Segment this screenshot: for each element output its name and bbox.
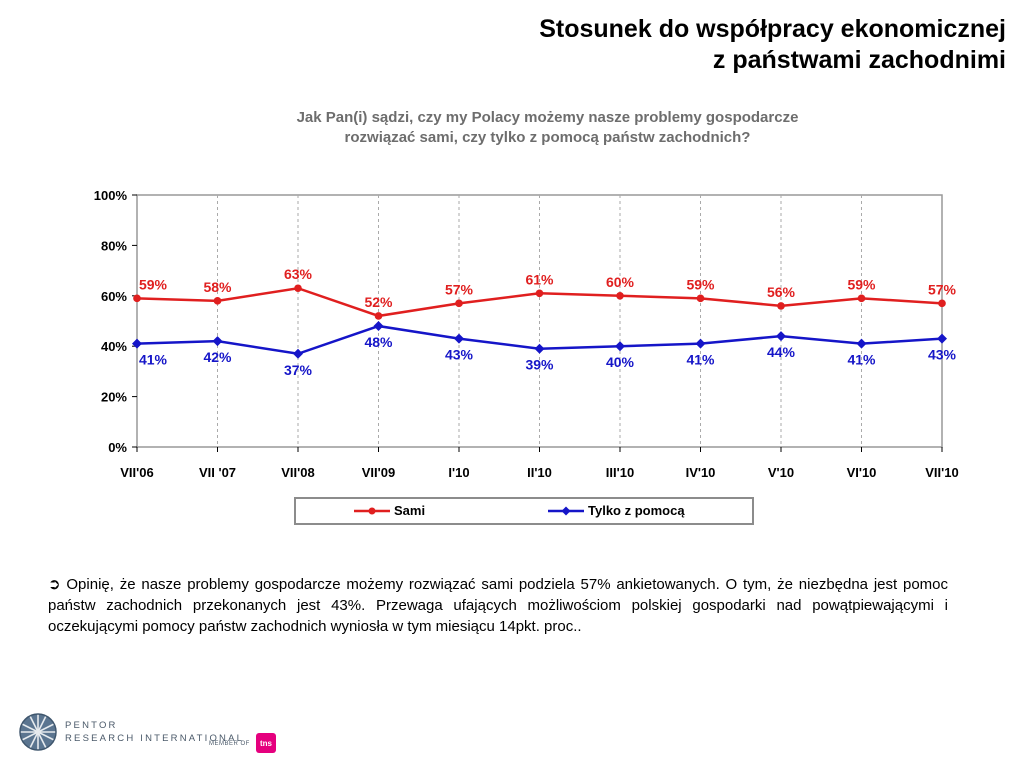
data-label: 41%: [686, 352, 715, 368]
data-label: 41%: [139, 352, 168, 368]
data-point: [454, 333, 464, 344]
legend-label-sami: Sami: [394, 503, 426, 518]
commentary-text: Opinię, że nasze problemy gospodarcze mo…: [48, 576, 948, 635]
data-point: [293, 348, 303, 359]
member-of-label: MEMBER OF: [209, 741, 250, 747]
pentor-globe-logo-icon: [19, 713, 57, 751]
data-label: 57%: [445, 281, 474, 297]
data-point: [213, 297, 222, 305]
legend-label-tylko-z-pomoca: Tylko z pomocą: [588, 503, 685, 518]
x-tick-label: VII'08: [281, 465, 314, 480]
data-point: [695, 338, 706, 349]
data-label: 48%: [364, 334, 393, 350]
data-point: [374, 312, 383, 320]
x-tick-label: VII '07: [199, 465, 236, 480]
data-label: 39%: [525, 357, 554, 373]
data-point: [534, 343, 545, 354]
chart-legend: Sami Tylko z pomocą: [294, 497, 754, 525]
data-point: [696, 294, 705, 303]
data-point: [937, 333, 947, 344]
data-label: 43%: [445, 347, 474, 363]
title-line-1: Stosunek do współpracy ekonomicznej: [539, 15, 1006, 43]
data-label: 63%: [284, 266, 313, 282]
survey-question: Jak Pan(i) sądzi, czy my Polacy możemy n…: [230, 108, 865, 148]
legend-marker-sami: [354, 507, 390, 514]
data-label: 37%: [284, 362, 313, 378]
data-label: 61%: [525, 271, 554, 287]
data-point: [133, 294, 141, 303]
x-tick-label: III'10: [606, 465, 634, 480]
data-label: 59%: [139, 276, 168, 292]
title-line-2: z państwami zachodnimi: [712, 46, 1006, 74]
x-tick-label: VII'06: [120, 465, 153, 480]
data-point: [776, 331, 786, 342]
data-label: 59%: [847, 276, 876, 292]
x-tick-label: II'10: [527, 465, 552, 480]
commentary-paragraph: ➲ Opinię, że nasze problemy gospodarcze …: [48, 574, 948, 637]
data-label: 60%: [606, 274, 635, 290]
legend-item-sami: Sami: [354, 503, 425, 518]
arrow-icon: ➲: [48, 576, 61, 593]
question-line-1: Jak Pan(i) sądzi, czy my Polacy możemy n…: [296, 109, 799, 126]
y-tick-label: 60%: [101, 289, 127, 304]
data-point: [857, 294, 866, 303]
data-point: [455, 299, 463, 308]
data-point: [616, 292, 624, 300]
y-tick-label: 0%: [108, 440, 127, 455]
data-point: [294, 284, 302, 293]
y-tick-label: 40%: [101, 339, 127, 354]
tns-logo: tns: [256, 733, 276, 753]
question-line-2: rozwiązać sami, czy tylko z pomocą państ…: [344, 129, 751, 146]
data-label: 41%: [847, 352, 876, 368]
data-point: [856, 338, 867, 349]
y-tick-label: 20%: [101, 390, 127, 405]
data-label: 52%: [364, 294, 393, 310]
x-tick-label: IV'10: [686, 465, 716, 480]
data-label: 57%: [928, 281, 957, 297]
data-label: 42%: [203, 349, 232, 365]
data-point: [132, 338, 142, 349]
data-label: 59%: [686, 276, 715, 292]
brand-line-2: RESEARCH INTERNATIONAL: [65, 733, 245, 744]
y-tick-label: 100%: [94, 188, 128, 203]
data-label: 40%: [606, 354, 635, 370]
data-label: 56%: [767, 284, 796, 300]
data-point: [938, 299, 946, 308]
x-tick-label: VI'10: [847, 465, 877, 480]
x-tick-label: V'10: [768, 465, 794, 480]
brand-name: PENTOR RESEARCH INTERNATIONAL: [65, 719, 244, 745]
data-label: 44%: [767, 344, 796, 360]
data-point: [615, 341, 625, 352]
data-point: [212, 336, 223, 347]
y-tick-label: 80%: [101, 238, 127, 253]
data-point: [535, 289, 544, 298]
legend-marker-tylko-z-pomoca: [548, 506, 584, 515]
brand-line-1: PENTOR: [65, 720, 118, 731]
x-tick-label: VII'09: [362, 465, 395, 480]
x-tick-label: VII'10: [925, 465, 958, 480]
page-title: Stosunek do współpracy ekonomicznej z pa…: [539, 14, 1006, 76]
data-label: 58%: [203, 279, 232, 295]
legend-item-tylko-z-pomoca: Tylko z pomocą: [548, 503, 685, 518]
data-point: [777, 302, 785, 310]
x-tick-label: I'10: [448, 465, 469, 480]
line-chart: 0% 20% 40% 60% 80% 100% VII'06 VII '07 VII'08 VII…: [94, 188, 959, 480]
data-label: 43%: [928, 347, 957, 363]
data-point: [373, 321, 384, 332]
